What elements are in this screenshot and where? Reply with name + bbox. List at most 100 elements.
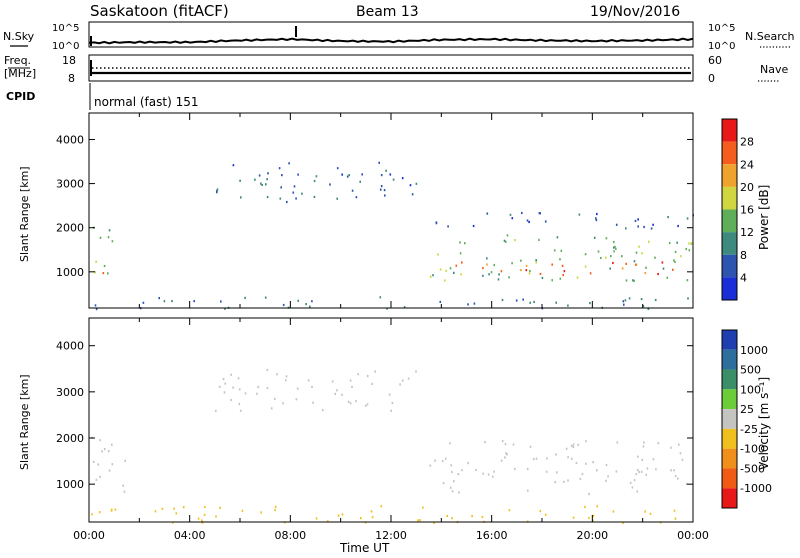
x-tick-label: 20:00 — [576, 529, 608, 542]
data-cell-2 — [592, 461, 594, 464]
data-cell-3 — [464, 242, 466, 245]
data-cell-2 — [657, 442, 660, 445]
power-colorbar-swatch — [722, 232, 737, 255]
data-cell-1 — [257, 385, 259, 389]
data-cell-4 — [525, 269, 528, 272]
data-cell-4 — [589, 272, 592, 275]
data-cell-6 — [224, 307, 226, 310]
velocity-colorbar-tick: -500 — [740, 462, 765, 475]
data-cell-0 — [124, 459, 126, 462]
freq-panel-frame — [88, 54, 694, 82]
data-cell-6 — [467, 303, 469, 306]
data-cell-5 — [677, 224, 679, 228]
power-axis-ticks: 1000 2000 3000 4000 — [56, 113, 694, 308]
data-cell-2 — [355, 196, 358, 199]
data-cell-1 — [371, 382, 373, 385]
cpid-label: CPID — [6, 90, 35, 103]
data-cell-1 — [222, 378, 225, 381]
data-cell-2 — [655, 468, 657, 471]
data-cell-2 — [258, 174, 261, 177]
data-cell-3 — [337, 514, 340, 517]
data-cell-3 — [182, 506, 185, 509]
data-cell-1 — [374, 370, 376, 373]
velocity-colorbar-frame — [721, 329, 738, 509]
data-cell-2 — [679, 452, 682, 455]
data-cell-2 — [458, 491, 460, 494]
data-cell-2 — [652, 458, 655, 461]
data-cell-2 — [572, 443, 575, 446]
y-tick-label: 3000 — [56, 178, 84, 191]
data-cell-2 — [563, 480, 565, 483]
data-cell-3 — [514, 239, 516, 242]
data-cell-2 — [585, 462, 587, 465]
data-cell-2 — [646, 467, 649, 470]
data-cell-2 — [216, 189, 218, 193]
data-cell-2 — [341, 173, 343, 176]
velocity-colorbar-swatch — [722, 428, 737, 449]
data-cell-5 — [538, 212, 541, 215]
data-cell-6 — [94, 304, 97, 307]
data-cell-0 — [111, 463, 114, 466]
time-axis-label: Time UT — [339, 541, 390, 554]
data-cell-3 — [437, 253, 439, 256]
data-cell-6 — [642, 305, 645, 308]
data-cell-2 — [380, 174, 383, 177]
data-cell-2 — [567, 456, 569, 459]
data-cell-2 — [579, 477, 582, 481]
data-cell-2 — [670, 446, 672, 449]
data-cell-5 — [596, 212, 598, 216]
data-cell-2 — [615, 470, 618, 473]
noise-right-label: N.Search — [745, 30, 795, 43]
data-cell-3 — [605, 256, 607, 259]
data-cell-3 — [459, 252, 462, 255]
data-cell-3 — [154, 510, 157, 513]
data-cell-3 — [644, 510, 646, 513]
data-cell-2 — [546, 457, 548, 460]
data-cell-3 — [544, 513, 547, 516]
data-cell-3 — [612, 510, 615, 513]
data-cell-2 — [292, 191, 295, 194]
data-cell-1 — [357, 373, 359, 376]
data-cell-3 — [451, 517, 453, 520]
data-cell-3 — [592, 514, 595, 517]
y-tick-label: 1000 — [56, 478, 84, 491]
data-cell-6 — [386, 307, 388, 310]
data-cell-2 — [267, 172, 269, 175]
data-cell-5 — [650, 227, 653, 230]
power-colorbar-swatch — [722, 277, 737, 300]
data-cell-2 — [457, 473, 460, 476]
data-cell-3 — [429, 275, 432, 278]
data-cell-5 — [595, 217, 597, 220]
data-cell-3 — [609, 267, 611, 270]
velocity-colorbar-tick: -1000 — [740, 482, 772, 495]
data-cell-3 — [439, 268, 442, 271]
velocity-colorbar-swatch — [722, 349, 737, 370]
data-cell-5 — [615, 223, 618, 226]
data-cell-3 — [535, 259, 537, 262]
data-cell-3 — [498, 273, 500, 276]
power-colorbar-tick: 12 — [740, 226, 754, 239]
data-cell-0 — [99, 236, 102, 239]
data-cell-1 — [296, 387, 299, 390]
freq-left-tick-top: 18 — [62, 54, 76, 67]
data-cell-0 — [97, 463, 99, 466]
data-cell-2 — [278, 167, 281, 170]
data-cell-1 — [237, 377, 240, 380]
data-cell-6 — [309, 305, 311, 308]
noise-sky-line — [88, 37, 694, 45]
velocity-colorbar-swatch — [722, 468, 737, 489]
x-tick-label: 00:00 — [73, 529, 105, 542]
data-cell-3 — [459, 241, 461, 244]
x-tick-label: 12:00 — [375, 529, 407, 542]
data-cell-2 — [596, 469, 598, 472]
data-cell-1 — [232, 386, 234, 389]
beam-label: Beam 13 — [356, 4, 419, 20]
data-cell-1 — [364, 404, 367, 407]
data-cell-3 — [201, 521, 204, 524]
data-cell-3 — [674, 250, 677, 253]
data-cell-2 — [286, 200, 288, 204]
data-cell-0 — [108, 469, 111, 472]
data-cell-3 — [560, 249, 563, 252]
data-cell-5 — [521, 211, 523, 215]
data-cell-3 — [553, 249, 556, 252]
